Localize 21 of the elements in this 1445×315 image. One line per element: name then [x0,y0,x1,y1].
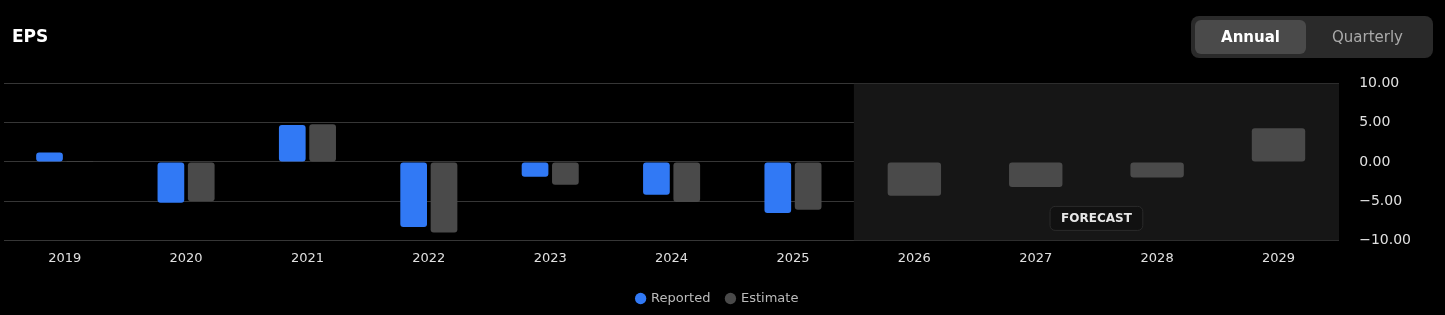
x-tick-label: 2024 [655,249,689,265]
x-tick-label: 2029 [1261,249,1296,265]
y-tick-label: 10.00 [1359,74,1400,91]
x-tick-label: 2027 [1019,249,1053,265]
band-label: FORECAST [1061,210,1133,225]
y-tick-label: 0.00 [1359,152,1391,169]
x-tick-label: 2028 [1140,249,1174,265]
x-tick-label: 2023 [533,249,567,265]
legend-label: Estimate [740,289,799,305]
y-tick-label: −10.00 [1359,231,1411,248]
x-tick-label: 2025 [776,249,810,265]
x-tick-label: 2022 [412,249,446,265]
period-toggle: Annual Quarterly [1191,16,1433,58]
chart-title: EPS [12,26,49,46]
x-tick-label: 2020 [169,249,203,265]
legend-label: Reported [651,289,711,305]
x-tick-label: 2019 [48,249,82,265]
y-tick-label: −5.00 [1359,191,1403,208]
x-tick-label: 2026 [897,249,931,265]
y-tick-label: 5.00 [1359,113,1391,130]
x-tick-label: 2021 [290,249,324,265]
